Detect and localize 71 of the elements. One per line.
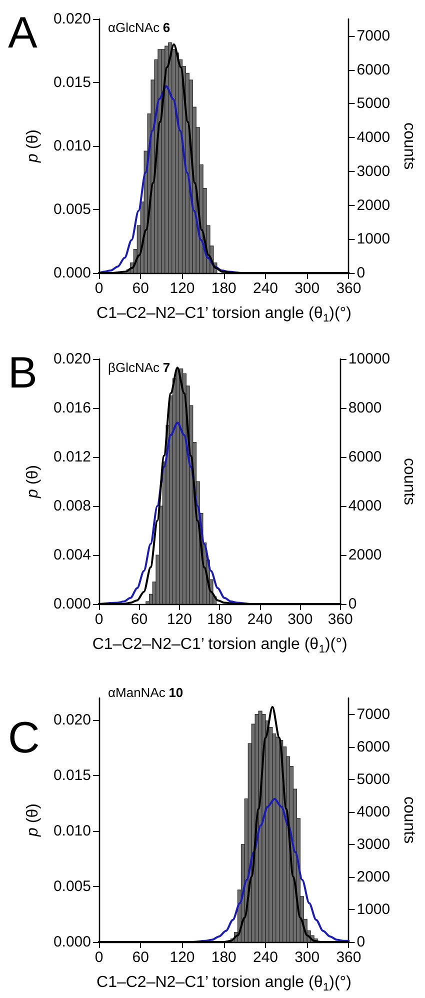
x-tick-label: 300 [288, 611, 313, 628]
y-tick-label: 0.005 [53, 878, 91, 896]
y-tick-label: 0.010 [53, 822, 91, 840]
x-tick-label: 300 [294, 280, 320, 297]
x-tick-label: 360 [336, 949, 362, 966]
x-tick-label: 240 [247, 611, 272, 628]
y-tick-label: 0.000 [53, 264, 91, 282]
x-tick-label: 120 [166, 611, 192, 628]
y2-tick-label: 0 [348, 596, 357, 612]
y-tick-label: 0.004 [53, 546, 91, 564]
y2-tick-label: 2000 [356, 868, 390, 886]
y-axis-title: p (θ) [24, 465, 42, 499]
x-tick-label: 360 [336, 280, 362, 297]
y2-tick-label: 7000 [356, 706, 390, 723]
x-tick-label: 120 [170, 280, 195, 297]
y2-tick-label: 0 [356, 934, 366, 950]
y2-tick-label: 5000 [356, 770, 390, 788]
y-tick-label: 0.012 [53, 448, 91, 466]
y-tick-label: 0.020 [53, 10, 91, 28]
y2-tick-label: 6000 [356, 61, 390, 78]
x-tick-label: 60 [130, 611, 148, 628]
x-tick-label: 120 [170, 949, 195, 966]
y-tick-label: 0.015 [53, 767, 91, 784]
y-axis-title: p (θ) [24, 130, 42, 164]
x-tick-label: 180 [207, 611, 232, 628]
text: A [8, 8, 38, 58]
x-tick-label: 180 [211, 949, 236, 966]
y2-tick-label: 2000 [348, 546, 382, 564]
x-tick-label: 360 [328, 611, 353, 628]
y-tick-label: 0.010 [53, 138, 91, 154]
x-tick-label: 300 [294, 949, 320, 966]
y-axis-title: p (θ) [24, 804, 42, 838]
y2-tick-label: 7000 [356, 27, 390, 44]
y2-tick-label: 6000 [348, 448, 382, 466]
y2-axis-title: counts [400, 122, 418, 170]
text: C [8, 714, 40, 762]
y2-tick-label: 4000 [356, 803, 390, 820]
y2-tick-label: 1000 [356, 230, 390, 248]
x-tick-label: 60 [132, 280, 149, 297]
annotation: αManNAc 10 [108, 685, 184, 700]
y2-tick-label: 3000 [356, 836, 390, 853]
y-tick-label: 0.005 [53, 201, 91, 218]
y2-tick-label: 10000 [348, 350, 390, 368]
y2-tick-label: 0 [356, 264, 366, 282]
annotation: βGlcNAc 7 [108, 360, 170, 375]
y2-tick-label: 5000 [356, 95, 390, 112]
y2-tick-label: 2000 [356, 196, 390, 214]
x-tick-label: 60 [132, 949, 149, 966]
x-tick-label: 0 [94, 611, 104, 628]
y-tick-label: 0.000 [53, 596, 91, 612]
y-tick-label: 0.020 [53, 712, 91, 729]
annotation: αGlcNAc 6 [108, 20, 170, 35]
x-tick-label: 0 [94, 280, 104, 297]
y2-axis-title: counts [400, 796, 418, 844]
y-tick-label: 0.020 [53, 350, 91, 368]
y2-tick-label: 6000 [356, 738, 390, 756]
y-tick-label: 0.016 [53, 400, 91, 416]
y2-tick-label: 8000 [348, 400, 382, 416]
y2-axis-title: counts [400, 458, 418, 506]
x-tick-label: 0 [94, 949, 104, 966]
y2-tick-label: 4000 [348, 498, 382, 514]
y2-tick-label: 1000 [356, 900, 390, 918]
y-tick-label: 0.015 [53, 74, 91, 91]
y2-tick-label: 3000 [356, 162, 390, 180]
y-tick-label: 0.008 [53, 498, 91, 514]
x-tick-label: 180 [211, 280, 236, 297]
y2-tick-label: 4000 [356, 129, 390, 146]
x-tick-label: 240 [252, 280, 278, 297]
text: B [8, 348, 38, 398]
y-tick-label: 0.000 [53, 934, 91, 950]
x-tick-label: 240 [252, 949, 278, 966]
